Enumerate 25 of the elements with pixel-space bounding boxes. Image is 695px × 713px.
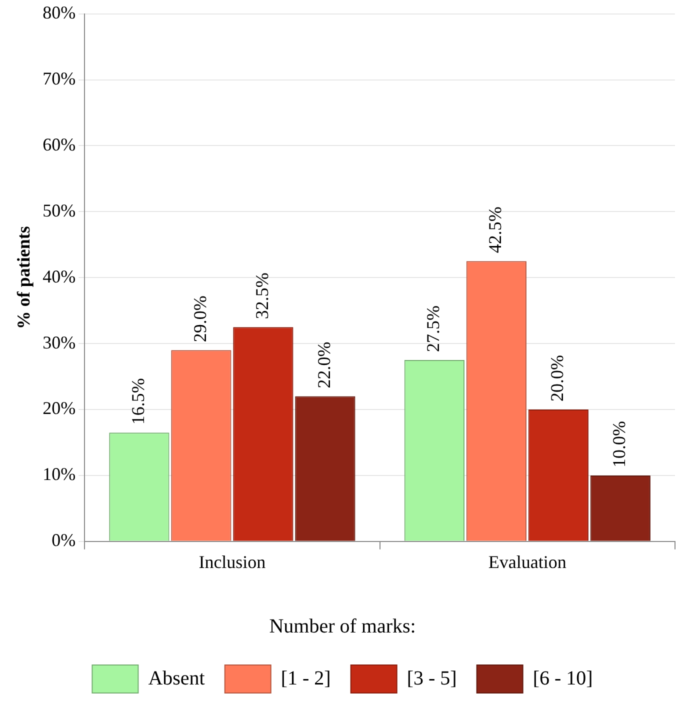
y-tick-label: 30% bbox=[42, 332, 76, 352]
y-tick-label: 80% bbox=[42, 2, 76, 23]
y-tick-label: 10% bbox=[42, 464, 76, 484]
data-label: 27.5% bbox=[423, 306, 444, 352]
x-tick-label: Evaluation bbox=[488, 552, 566, 572]
y-tick-label: 50% bbox=[42, 200, 76, 220]
y-tick-label: 70% bbox=[42, 68, 76, 88]
data-label: 42.5% bbox=[485, 206, 506, 254]
legend-label: [3 - 5] bbox=[406, 667, 457, 690]
y-tick-label: 0% bbox=[52, 530, 76, 550]
data-label: 29.0% bbox=[190, 296, 210, 342]
data-label: 32.5% bbox=[252, 272, 272, 320]
y-tick-label: 40% bbox=[42, 266, 76, 286]
y-axis-title: % of patients bbox=[13, 226, 34, 330]
data-label: 20.0% bbox=[547, 355, 568, 402]
legend-title: Number of marks: bbox=[269, 615, 416, 638]
data-label: 22.0% bbox=[314, 342, 334, 388]
data-label: 16.5% bbox=[128, 378, 148, 425]
legend-label: [6 - 10] bbox=[532, 667, 593, 690]
x-tick-label: Inclusion bbox=[198, 552, 266, 572]
legend-label: Absent bbox=[148, 667, 206, 690]
y-tick-label: 60% bbox=[42, 134, 76, 154]
data-label: 10.0% bbox=[609, 420, 630, 468]
y-tick-label: 20% bbox=[42, 398, 76, 418]
legend-label: [1 - 2] bbox=[280, 667, 331, 690]
